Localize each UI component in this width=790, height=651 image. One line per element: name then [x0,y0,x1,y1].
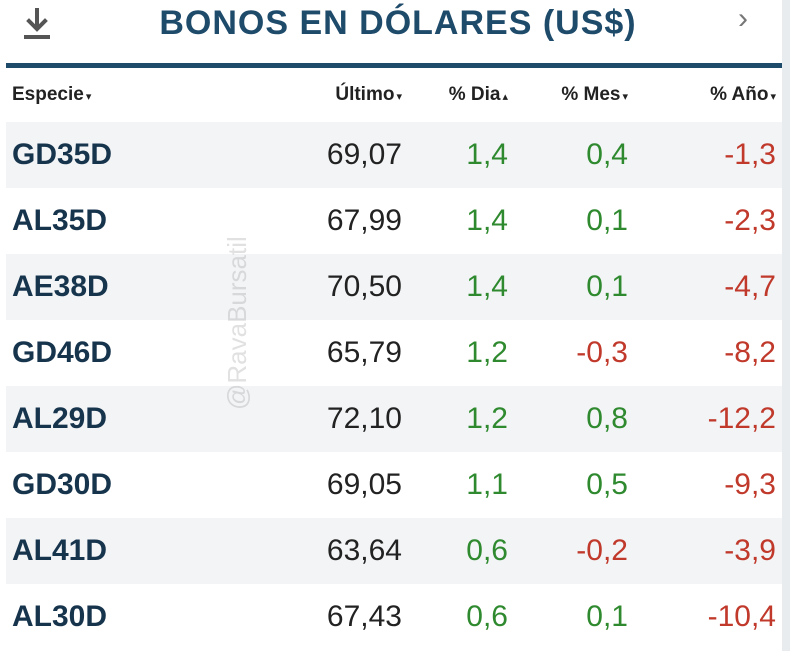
pct-month: -0,3 [576,336,628,369]
last-price: 63,64 [326,534,402,567]
bond-ticker[interactable]: AL30D [12,600,108,633]
bond-ticker[interactable]: AL35D [12,204,108,237]
table-row[interactable]: GD35D 69,07 1,4 0,4 -1,3 [6,122,782,188]
column-header-ultimo[interactable]: Último ▾ [206,68,408,122]
last-price: 65,79 [326,336,402,369]
last-price: 70,50 [326,270,402,303]
bond-ticker[interactable]: AL29D [12,402,108,435]
bond-ticker[interactable]: AE38D [12,270,109,303]
pct-day: 1,2 [466,402,508,435]
column-header-dia[interactable]: % Dia ▴ [408,68,514,122]
last-price: 67,99 [326,204,402,237]
column-header-anio[interactable]: % Año ▾ [634,68,782,122]
table-row[interactable]: AL30D 67,43 0,6 0,1 -10,4 [6,584,782,650]
pct-month: 0,8 [586,402,628,435]
table-row[interactable]: AL41D 63,64 0,6 -0,2 -3,9 [6,518,782,584]
bond-ticker[interactable]: GD35D [12,138,113,171]
bond-ticker[interactable]: GD30D [12,468,113,501]
pct-year: -10,4 [707,600,776,633]
pct-month: 0,4 [586,138,628,171]
table-header-row: Especie ▾ Último ▾ % Dia ▴ % Mes ▾ % Año ▾ [6,68,782,122]
pct-year: -9,3 [724,468,776,501]
pct-year: -2,3 [724,204,776,237]
page-title: BONOS EN DÓLARES (US$) [159,4,637,42]
column-label: % Mes [561,84,621,105]
header: BONOS EN DÓLARES (US$) › [0,0,790,62]
column-label: Especie [12,84,84,105]
pct-month: 0,1 [586,204,628,237]
pct-day: 1,2 [466,336,508,369]
table-row[interactable]: AE38D 70,50 1,4 0,1 -4,7 [6,254,782,320]
sort-arrow-icon: ▾ [622,91,628,103]
last-price: 69,07 [326,138,402,171]
download-icon[interactable] [22,6,52,42]
pct-month: 0,1 [586,600,628,633]
bonds-table: Especie ▾ Último ▾ % Dia ▴ % Mes ▾ % Año ▾ GD… [6,68,782,650]
bond-ticker[interactable]: AL41D [12,534,108,567]
column-label: Último [335,84,395,105]
pct-year: -8,2 [724,336,776,369]
pct-year: -12,2 [707,402,776,435]
bond-ticker[interactable]: GD46D [12,336,113,369]
table-row[interactable]: AL29D 72,10 1,2 0,8 -12,2 [6,386,782,452]
pct-year: -4,7 [724,270,776,303]
pct-day: 1,4 [466,138,508,171]
table-row[interactable]: GD30D 69,05 1,1 0,5 -9,3 [6,452,782,518]
scrollbar-track[interactable] [782,0,790,651]
pct-day: 0,6 [466,600,508,633]
column-header-mes[interactable]: % Mes ▾ [514,68,634,122]
pct-day: 0,6 [466,534,508,567]
pct-day: 1,4 [466,270,508,303]
last-price: 67,43 [326,600,402,633]
column-header-especie[interactable]: Especie ▾ [6,68,206,122]
pct-day: 1,1 [466,468,508,501]
pct-month: -0,2 [576,534,628,567]
chevron-right-icon[interactable]: › [738,2,748,35]
pct-day: 1,4 [466,204,508,237]
sort-arrow-icon: ▾ [770,91,776,103]
table-row[interactable]: GD46D 65,79 1,2 -0,3 -8,2 [6,320,782,386]
pct-year: -1,3 [724,138,776,171]
column-label: % Año [710,84,769,105]
pct-year: -3,9 [724,534,776,567]
sort-arrow-icon: ▴ [502,91,508,103]
last-price: 69,05 [326,468,402,501]
sort-arrow-icon: ▾ [396,91,402,103]
last-price: 72,10 [326,402,402,435]
header-divider [6,63,782,68]
column-label: % Dia [448,84,501,105]
sort-arrow-icon: ▾ [85,91,92,103]
pct-month: 0,1 [586,270,628,303]
pct-month: 0,5 [586,468,628,501]
table-row[interactable]: AL35D 67,99 1,4 0,1 -2,3 [6,188,782,254]
